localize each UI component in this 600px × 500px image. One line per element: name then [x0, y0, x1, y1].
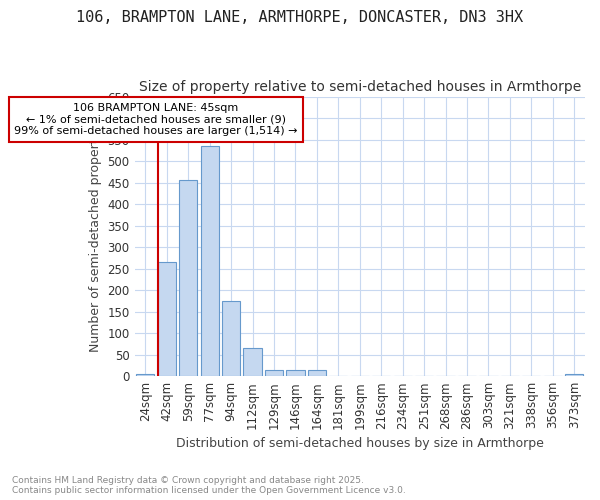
Text: 106 BRAMPTON LANE: 45sqm
← 1% of semi-detached houses are smaller (9)
99% of sem: 106 BRAMPTON LANE: 45sqm ← 1% of semi-de… [14, 103, 298, 136]
Text: 106, BRAMPTON LANE, ARMTHORPE, DONCASTER, DN3 3HX: 106, BRAMPTON LANE, ARMTHORPE, DONCASTER… [76, 10, 524, 25]
Bar [200, 146, 219, 376]
Bar [265, 370, 283, 376]
Bar [308, 370, 326, 376]
Bar [158, 262, 176, 376]
Bar [565, 374, 583, 376]
Title: Size of property relative to semi-detached houses in Armthorpe: Size of property relative to semi-detach… [139, 80, 581, 94]
Bar [136, 374, 154, 376]
Bar [179, 180, 197, 376]
Y-axis label: Number of semi-detached properties: Number of semi-detached properties [89, 120, 102, 352]
Bar [286, 370, 305, 376]
Bar [244, 348, 262, 376]
Bar [222, 301, 240, 376]
Text: Contains HM Land Registry data © Crown copyright and database right 2025.
Contai: Contains HM Land Registry data © Crown c… [12, 476, 406, 495]
X-axis label: Distribution of semi-detached houses by size in Armthorpe: Distribution of semi-detached houses by … [176, 437, 544, 450]
